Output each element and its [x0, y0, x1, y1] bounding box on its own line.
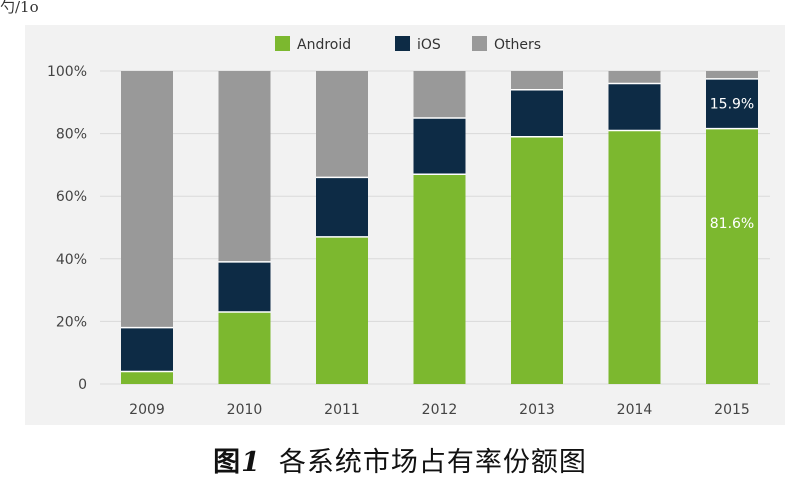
x-tick-label: 2013 [519, 402, 555, 418]
caption-number: 1 [241, 447, 261, 478]
caption-prefix: 图 [213, 447, 242, 478]
x-tick-label: 2009 [129, 402, 165, 418]
bar-others-2014 [608, 71, 661, 84]
chart-panel: 0 20% 40% 60% 80% 100% 2009 2010 2011 2012 2013 201… [25, 25, 785, 425]
x-tick-label: 2015 [714, 402, 750, 418]
legend-swatch-others [472, 36, 487, 51]
y-tick-label: 60% [56, 189, 87, 205]
bar-android-2013 [511, 136, 563, 384]
legend-swatch-android [275, 36, 290, 51]
bar-ios-2010 [218, 261, 271, 313]
y-tick-label: 100% [47, 64, 87, 80]
legend-label-android: Android [297, 37, 351, 53]
figure-caption: 图1 各系统市场占有率份额图 [0, 440, 800, 479]
legend-label-others: Others [494, 37, 541, 53]
bar-android-2015 [706, 128, 758, 384]
bar-ios-2014 [608, 83, 661, 131]
bar-others-2011 [316, 71, 368, 178]
bar-others-2010 [218, 71, 271, 262]
data-label-ios: 15.9% [710, 97, 754, 113]
bar-ios-2013 [511, 89, 563, 137]
y-tick-label: 80% [56, 127, 87, 143]
bar-ios-2012 [413, 117, 466, 175]
bar-others-2012 [413, 71, 466, 118]
y-tick-label: 40% [56, 252, 87, 268]
x-tick-label: 2010 [227, 402, 263, 418]
y-tick-label: 0 [78, 377, 87, 393]
caption-text: 各系统市场占有率份额图 [278, 447, 587, 478]
bar-android-2014 [608, 130, 661, 384]
bar-android-2012 [413, 174, 466, 384]
y-tick-label: 20% [56, 314, 87, 330]
legend-swatch-ios [395, 36, 410, 51]
data-label-android: 81.6% [710, 216, 754, 232]
stacked-bar-chart: 0 20% 40% 60% 80% 100% 2009 2010 2011 2012 2013 201… [47, 36, 770, 418]
bar-ios-2011 [316, 177, 368, 237]
bar-android-2011 [316, 236, 368, 384]
cropped-top-text: 勺/1o [0, 0, 39, 16]
x-tick-label: 2014 [617, 402, 653, 418]
x-tick-label: 2011 [324, 402, 360, 418]
bar-others-2009 [121, 71, 173, 328]
bar-android-2010 [218, 312, 271, 384]
x-tick-label: 2012 [422, 402, 458, 418]
bar-android-2009 [121, 371, 173, 384]
bar-others-2013 [511, 71, 563, 90]
bar-ios-2015 [706, 78, 758, 129]
bar-ios-2009 [121, 327, 173, 372]
legend-label-ios: iOS [417, 37, 441, 53]
bar-others-2015 [706, 71, 758, 79]
